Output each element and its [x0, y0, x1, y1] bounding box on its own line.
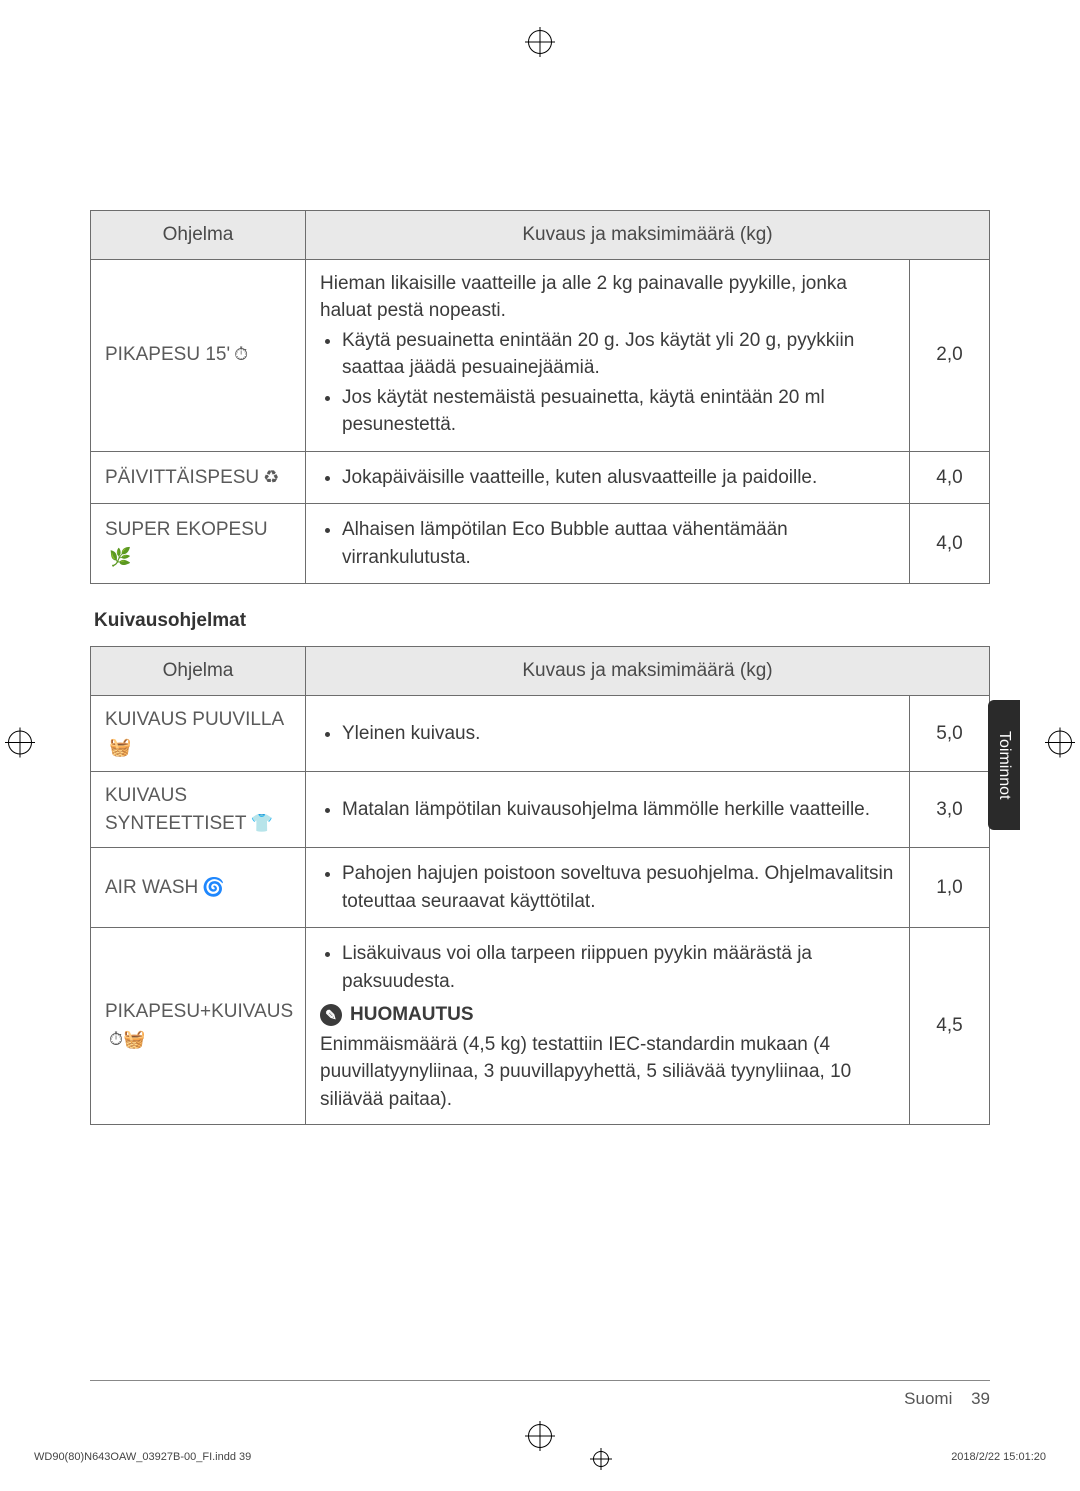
quick-dry-icon: ⏱🧺 [109, 1029, 145, 1049]
desc-bullet: Jos käytät nestemäistä pesuainetta, käyt… [342, 384, 895, 439]
program-label: KUIVAUS PUUVILLA [105, 709, 284, 730]
footer-language: Suomi [904, 1389, 952, 1408]
program-name: PÄIVITTÄISPESU♻ [91, 451, 306, 504]
program-name: KUIVAUS PUUVILLA 🧺 [91, 696, 306, 772]
dry-synth-icon: 👕 [250, 813, 272, 833]
dailywash-icon: ♻ [263, 467, 279, 487]
print-filename: WD90(80)N643OAW_03927B-00_FI.indd 39 [34, 1451, 251, 1467]
program-name: PIKAPESU+KUIVAUS ⏱🧺 [91, 928, 306, 1124]
program-label: PIKAPESU 15' [105, 344, 230, 365]
content-area: Ohjelma Kuvaus ja maksimimäärä (kg) PIKA… [90, 210, 990, 1125]
table2-header-program: Ohjelma [91, 647, 306, 696]
crop-mark-top [528, 30, 552, 61]
program-label: PÄIVITTÄISPESU [105, 467, 259, 488]
table-row: AIR WASH🌀 Pahojen hajujen poistoon sovel… [91, 848, 990, 928]
crop-mark-left [8, 730, 32, 761]
program-desc: Pahojen hajujen poistoon soveltuva pesuo… [306, 848, 910, 928]
program-table-2: Ohjelma Kuvaus ja maksimimäärä (kg) KUIV… [90, 646, 990, 1124]
table1-header-program: Ohjelma [91, 211, 306, 260]
program-desc: Matalan lämpötilan kuivausohjelma lämmöl… [306, 772, 910, 848]
crop-mark-right [1048, 730, 1072, 761]
program-label: KUIVAUS SYNTEETTISET [105, 785, 246, 834]
table-row: PIKAPESU+KUIVAUS ⏱🧺 Lisäkuivaus voi olla … [91, 928, 990, 1124]
program-value: 4,0 [910, 504, 990, 584]
note-text: Enimmäismäärä (4,5 kg) testattiin IEC-st… [320, 1031, 895, 1114]
program-value: 4,0 [910, 451, 990, 504]
sidebar-label: Toiminnot [995, 731, 1013, 799]
quickwash-icon: ⏱ [234, 344, 248, 364]
program-value: 3,0 [910, 772, 990, 848]
program-value: 1,0 [910, 848, 990, 928]
print-timestamp: 2018/2/22 15:01:20 [951, 1451, 1046, 1467]
desc-bullet: Jokapäiväisille vaatteille, kuten alusva… [342, 464, 895, 492]
program-name: AIR WASH🌀 [91, 848, 306, 928]
table-row: PÄIVITTÄISPESU♻ Jokapäiväisille vaatteil… [91, 451, 990, 504]
footer-text: Suomi 39 [904, 1389, 990, 1409]
desc-bullet: Alhaisen lämpötilan Eco Bubble auttaa vä… [342, 516, 895, 571]
desc-bullet: Pahojen hajujen poistoon soveltuva pesuo… [342, 860, 895, 915]
desc-bullet: Matalan lämpötilan kuivausohjelma lämmöl… [342, 796, 895, 824]
program-value: 5,0 [910, 696, 990, 772]
desc-bullet: Käytä pesuainetta enintään 20 g. Jos käy… [342, 327, 895, 382]
footer-page-number: 39 [971, 1389, 990, 1408]
note-block: ✎ HUOMAUTUS [320, 1001, 895, 1029]
program-desc: Yleinen kuivaus. [306, 696, 910, 772]
desc-bullet: Yleinen kuivaus. [342, 720, 895, 748]
program-label: SUPER EKOPESU [105, 519, 268, 540]
sidebar-tab: Toiminnot [988, 700, 1020, 830]
desc-intro: Hieman likaisille vaatteille ja alle 2 k… [320, 270, 895, 325]
table-row: PIKAPESU 15'⏱ Hieman likaisille vaatteil… [91, 259, 990, 451]
program-table-1: Ohjelma Kuvaus ja maksimimäärä (kg) PIKA… [90, 210, 990, 584]
note-label: HUOMAUTUS [350, 1001, 474, 1029]
program-desc: Hieman likaisille vaatteille ja alle 2 k… [306, 259, 910, 451]
print-info-line: WD90(80)N643OAW_03927B-00_FI.indd 39 201… [34, 1451, 1046, 1467]
program-label: PIKAPESU+KUIVAUS [105, 1001, 293, 1022]
program-desc: Alhaisen lämpötilan Eco Bubble auttaa vä… [306, 504, 910, 584]
program-name: KUIVAUS SYNTEETTISET👕 [91, 772, 306, 848]
table-row: KUIVAUS SYNTEETTISET👕 Matalan lämpötilan… [91, 772, 990, 848]
table1-header-desc: Kuvaus ja maksimimäärä (kg) [306, 211, 990, 260]
manual-page: { "layout": { "page_width_px": 1080, "pa… [0, 0, 1080, 1491]
dry-cotton-icon: 🧺 [109, 737, 131, 757]
program-value: 2,0 [910, 259, 990, 451]
program-name: SUPER EKOPESU 🌿 [91, 504, 306, 584]
page-footer: Suomi 39 [90, 1380, 990, 1381]
section-heading: Kuivausohjelmat [94, 610, 990, 632]
crop-mark-footer-icon [593, 1451, 609, 1467]
program-value: 4,5 [910, 928, 990, 1124]
table-row: SUPER EKOPESU 🌿 Alhaisen lämpötilan Eco B… [91, 504, 990, 584]
eco-icon: 🌿 [109, 547, 131, 567]
program-name: PIKAPESU 15'⏱ [91, 259, 306, 451]
airwash-icon: 🌀 [202, 877, 224, 897]
program-label: AIR WASH [105, 877, 198, 898]
program-desc: Jokapäiväisille vaatteille, kuten alusva… [306, 451, 910, 504]
desc-bullet: Lisäkuivaus voi olla tarpeen riippuen py… [342, 940, 895, 995]
table2-header-desc: Kuvaus ja maksimimäärä (kg) [306, 647, 990, 696]
program-desc: Lisäkuivaus voi olla tarpeen riippuen py… [306, 928, 910, 1124]
note-icon: ✎ [320, 1004, 342, 1026]
table-row: KUIVAUS PUUVILLA 🧺 Yleinen kuivaus. 5,0 [91, 696, 990, 772]
